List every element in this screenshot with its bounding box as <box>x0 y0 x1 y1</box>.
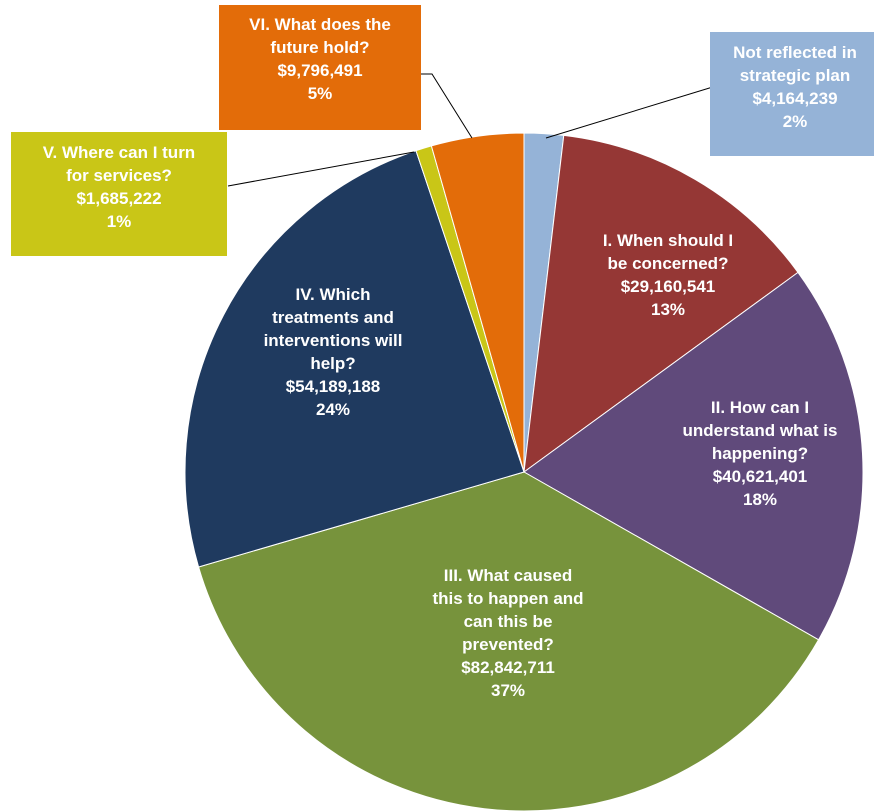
pie-slice-6 <box>430 132 525 473</box>
pie-slice-4 <box>184 150 525 568</box>
leader-line-0 <box>545 85 717 139</box>
pie-slice-2 <box>523 271 864 641</box>
label-box-0 <box>710 32 874 156</box>
pie-slice-1 <box>523 134 799 474</box>
slice-label-5: V. Where can I turn for services? $1,685,2… <box>43 143 195 231</box>
label-box-5 <box>11 132 227 256</box>
slice-label-0: Not reflected in strategic plan $4,164,239… <box>733 43 857 131</box>
leader-lines <box>227 73 717 187</box>
slice-label-4: IV. Which treatments and interventions wil… <box>264 285 403 419</box>
slice-label-3: III. What caused this to happen and can th… <box>432 566 583 700</box>
label-boxes <box>11 5 874 256</box>
leader-line-6 <box>421 73 473 139</box>
pie-slice-3 <box>197 471 820 812</box>
leader-line-5 <box>227 151 415 187</box>
slice-label-6: VI. What does the future hold? $9,796,491 5… <box>249 15 391 103</box>
slice-labels: Not reflected in strategic plan $4,164,239… <box>43 15 857 700</box>
label-box-6 <box>219 5 421 130</box>
pie-slices <box>184 132 864 812</box>
